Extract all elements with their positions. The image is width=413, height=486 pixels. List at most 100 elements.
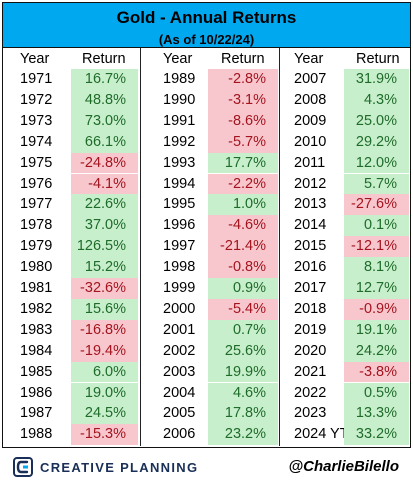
- negative-return-cell: -4.1%: [71, 173, 138, 195]
- table-row: 1993 17.7%: [141, 152, 279, 174]
- positive-return-cell: 16.7%: [71, 69, 138, 90]
- year-cell: 2018: [294, 300, 327, 317]
- table-row: 2023 13.3%: [280, 403, 411, 425]
- year-cell: 2016: [294, 259, 327, 276]
- table-row: 2005 17.8%: [141, 403, 279, 425]
- positive-return-cell: 37.0%: [71, 215, 138, 237]
- table-row: 2007 31.9%: [280, 69, 411, 90]
- negative-return-cell: -27.6%: [344, 194, 409, 216]
- table-row: 2001 0.7%: [141, 319, 279, 341]
- year-cell: 2004: [163, 384, 196, 401]
- year-cell: 2014: [294, 217, 327, 234]
- table-row: 2010 29.2%: [280, 131, 411, 153]
- positive-return-cell: 4.6%: [208, 382, 278, 404]
- table-row: 1976 -4.1%: [3, 173, 140, 195]
- positive-return-cell: 5.7%: [344, 173, 409, 195]
- table-row: 1977 22.6%: [3, 194, 140, 216]
- year-cell: 1991: [163, 112, 196, 129]
- year-cell: 2009: [294, 112, 327, 129]
- positive-return-cell: 48.8%: [71, 89, 138, 111]
- year-cell: 2002: [163, 342, 196, 359]
- negative-return-cell: -15.3%: [71, 424, 138, 446]
- year-cell: 1980: [20, 259, 53, 276]
- year-cell: 1996: [163, 217, 196, 234]
- year-cell: 1988: [20, 426, 53, 443]
- year-cell: 1979: [20, 238, 53, 255]
- year-cell: 2020: [294, 342, 327, 359]
- column-header-return: Return: [221, 51, 265, 67]
- positive-return-cell: 25.0%: [344, 110, 409, 132]
- table-row: 2018 -0.9%: [280, 298, 411, 320]
- table-row: 1988 -15.3%: [3, 424, 140, 446]
- year-cell: 2022: [294, 384, 327, 401]
- table-row: 2004 4.6%: [141, 382, 279, 404]
- table-row: 1983 -16.8%: [3, 319, 140, 341]
- table-row: 2002 25.6%: [141, 340, 279, 362]
- table-row: 1980 15.2%: [3, 257, 140, 278]
- negative-return-cell: -21.4%: [208, 236, 278, 258]
- year-cell: 1995: [163, 196, 196, 213]
- chart-title: Gold - Annual Returns: [116, 8, 297, 27]
- negative-return-cell: -0.8%: [208, 257, 278, 278]
- table-row: 2000 -5.4%: [141, 298, 279, 320]
- positive-return-cell: 15.2%: [71, 257, 138, 278]
- year-cell: 1985: [20, 363, 53, 380]
- positive-return-cell: 33.2%: [344, 424, 409, 446]
- positive-return-cell: 0.5%: [344, 382, 409, 404]
- positive-return-cell: 19.9%: [208, 361, 278, 383]
- column-header-year: Year: [163, 51, 193, 67]
- table-row: 1979 126.5%: [3, 236, 140, 258]
- year-cell: 2019: [294, 321, 327, 338]
- year-cell: 1982: [20, 300, 53, 317]
- column-header-return: Return: [82, 51, 126, 67]
- positive-return-cell: 12.7%: [344, 278, 409, 299]
- positive-return-cell: 4.3%: [344, 89, 409, 111]
- table-row: 1982 15.6%: [3, 298, 140, 320]
- table-row: 1981 -32.6%: [3, 278, 140, 299]
- creative-planning-logo-icon: [13, 457, 33, 477]
- column-header-year: Year: [294, 51, 324, 67]
- positive-return-cell: 31.9%: [344, 69, 409, 90]
- year-cell: 2005: [163, 405, 196, 422]
- positive-return-cell: 17.8%: [208, 403, 278, 425]
- year-cell: 1998: [163, 259, 196, 276]
- table-row: 1973 73.0%: [3, 110, 140, 132]
- positive-return-cell: 0.1%: [344, 215, 409, 237]
- column-header-year: Year: [20, 51, 50, 67]
- positive-return-cell: 1.0%: [208, 194, 278, 216]
- table-row: 2015 -12.1%: [280, 236, 411, 258]
- year-cell: 1989: [163, 71, 196, 87]
- table-row: 2017 12.7%: [280, 278, 411, 299]
- returns-table: Year Return 1971 16.7% 1972 48.8% 1973 73.0% 197…: [2, 48, 411, 448]
- negative-return-cell: -4.6%: [208, 215, 278, 237]
- year-cell: 1978: [20, 217, 53, 234]
- positive-return-cell: 19.1%: [344, 319, 409, 341]
- year-cell: 1984: [20, 342, 53, 359]
- negative-return-cell: -3.8%: [344, 361, 409, 383]
- positive-return-cell: 13.3%: [344, 403, 409, 425]
- author-handle: @CharlieBilello: [288, 458, 400, 475]
- negative-return-cell: -2.8%: [208, 69, 278, 90]
- table-block-1971-1988: Year Return 1971 16.7% 1972 48.8% 1973 73.0% 197…: [3, 48, 140, 446]
- positive-return-cell: 25.6%: [208, 340, 278, 362]
- negative-return-cell: -12.1%: [344, 236, 409, 258]
- year-cell: 1992: [163, 133, 196, 150]
- table-row: 1985 6.0%: [3, 361, 140, 383]
- year-cell: 2021: [294, 363, 327, 380]
- year-cell: 1974: [20, 133, 53, 150]
- table-row: 1984 -19.4%: [3, 340, 140, 362]
- table-row: 1974 66.1%: [3, 131, 140, 153]
- positive-return-cell: 126.5%: [71, 236, 138, 258]
- table-row: 1987 24.5%: [3, 403, 140, 425]
- year-cell: 1997: [163, 238, 196, 255]
- table-row: 1995 1.0%: [141, 194, 279, 216]
- year-cell: 1986: [20, 384, 53, 401]
- year-cell: 2015: [294, 238, 327, 255]
- positive-return-cell: 73.0%: [71, 110, 138, 132]
- year-cell: 2010: [294, 133, 327, 150]
- year-cell: 2001: [163, 321, 196, 338]
- table-row: 1975 -24.8%: [3, 152, 140, 174]
- year-cell: 2024 YTD: [294, 426, 360, 443]
- positive-return-cell: 0.9%: [208, 278, 278, 299]
- table-row: 2008 4.3%: [280, 89, 411, 111]
